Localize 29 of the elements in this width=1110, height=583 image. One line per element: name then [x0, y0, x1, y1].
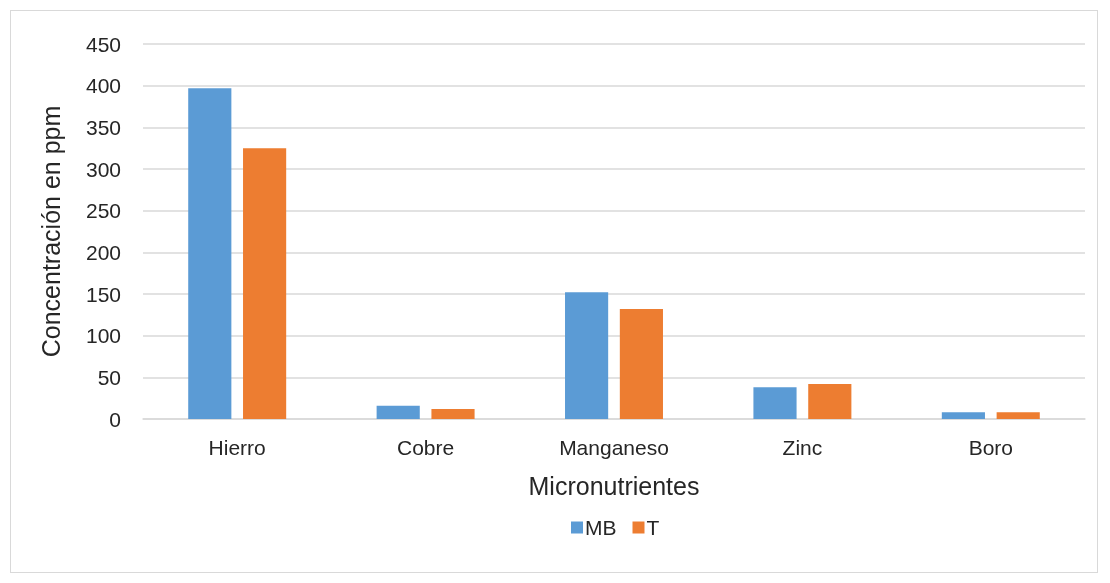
x-tick-label: Zinc — [782, 436, 823, 459]
y-tick-label: 100 — [85, 324, 121, 348]
bar — [808, 384, 852, 419]
bar — [941, 412, 985, 419]
x-tick-label: Hierro — [208, 436, 266, 459]
bar — [619, 309, 663, 419]
y-axis-title: Concentración en ppm — [36, 105, 65, 358]
x-tick-label: Manganeso — [559, 436, 669, 459]
y-tick-label: 0 — [109, 407, 121, 431]
legend-label: MB — [585, 516, 617, 539]
bar — [753, 387, 797, 419]
y-tick-label: 300 — [85, 157, 121, 181]
bar — [243, 148, 287, 419]
y-tick-label: 200 — [85, 240, 121, 264]
legend-label: T — [646, 516, 660, 539]
y-tick-label: 250 — [85, 199, 121, 223]
y-tick-label: 50 — [97, 365, 121, 389]
y-tick-label: 350 — [85, 115, 121, 139]
x-tick-label: Boro — [968, 436, 1013, 459]
bar — [188, 88, 232, 419]
bar — [431, 409, 475, 419]
bar — [996, 412, 1040, 419]
y-tick-label: 150 — [85, 282, 121, 306]
y-tick-label: 450 — [85, 32, 121, 56]
bar — [376, 405, 420, 419]
y-tick-label: 400 — [85, 74, 121, 98]
x-tick-label: Cobre — [397, 436, 455, 459]
x-axis-title: Micronutrientes — [528, 471, 700, 500]
bar — [565, 292, 609, 419]
